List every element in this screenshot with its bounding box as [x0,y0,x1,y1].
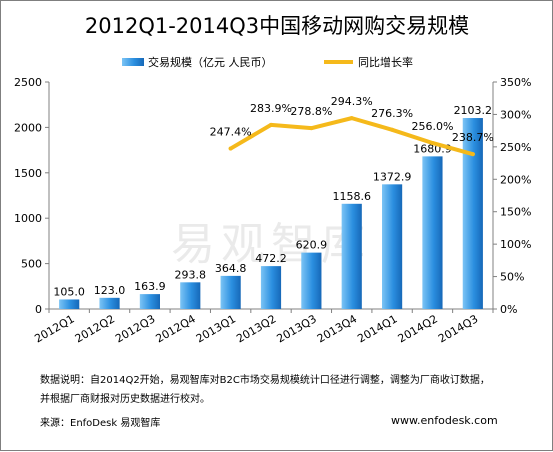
x-tick-label: 2013Q2 [234,312,278,345]
growth-line-point [309,126,314,131]
growth-line-point [349,116,354,121]
bar-value-label: 1372.9 [373,170,412,183]
bar-value-label: 620.9 [296,239,328,252]
bar [180,282,201,309]
right-tick-label: 300% [500,108,531,121]
legend-bar-swatch [122,58,144,66]
bar [422,156,443,309]
bar-value-label: 293.8 [175,268,207,281]
growth-line-label: 238.7% [452,131,494,144]
growth-line-label: 247.4% [210,126,252,139]
x-tick-label: 2012Q4 [153,312,197,345]
growth-line-label: 276.3% [371,107,413,120]
bar [462,118,483,309]
bar [341,203,362,309]
bar-value-label: 2103.2 [454,104,493,117]
growth-line-point [390,127,395,132]
bar-value-label: 1158.6 [332,190,371,203]
growth-line-label: 283.9% [250,102,292,115]
left-tick-label: 2000 [14,121,42,134]
bar-value-label: 123.0 [94,284,126,297]
right-tick-label: 100% [500,238,531,251]
watermark: 易观智库 [171,219,371,270]
growth-line-point [228,146,233,151]
right-tick-label: 350% [500,76,531,89]
growth-line: 247.4% 283.9%278.8%294.3%276.3%256.0%238.… [210,95,494,157]
bar-value-label: 105.0 [53,285,85,298]
bar-value-label: 163.9 [134,280,166,293]
growth-line-label: 278.8% [290,105,332,118]
left-tick-label: 2500 [14,76,42,89]
bar [382,184,403,309]
x-tick-label: 2012Q2 [73,312,117,345]
bar [301,252,322,309]
bar [99,297,120,309]
left-tick-label: 1500 [14,167,42,180]
x-tick-label: 2012Q1 [32,312,76,345]
x-tick-label: 2013Q3 [275,312,319,345]
left-tick-label: 1000 [14,212,42,225]
bar [59,299,80,309]
right-tick-label: 150% [500,206,531,219]
x-tick-label: 2014Q3 [436,312,480,345]
bars: 105.0 123.0 163.9 293.8 364.8 472.2 620.9 1158.… [53,104,492,309]
legend-line-label: 同比增长率 [358,55,413,69]
right-tick-label: 50% [500,271,524,284]
x-tick-label: 2013Q1 [194,312,238,345]
growth-line-label: 294.3% [331,95,373,108]
right-tick-label: 250% [500,141,531,154]
x-tick-label: 2014Q2 [396,312,440,345]
left-tick-label: 500 [21,258,42,271]
x-tick-label: 2012Q3 [113,312,157,345]
growth-line-label: 256.0% [411,120,453,133]
right-tick-label: 200% [500,173,531,186]
source-note: 来源：EnfoDesk 易观智库 [40,418,161,429]
growth-line-point [269,122,273,127]
bar [139,294,160,309]
site-url: www.enfodesk.com [391,414,498,427]
x-tick-label: 2013Q4 [315,312,359,345]
left-tick-label: 0 [35,303,42,316]
bar [260,266,282,309]
data-note-line1: 数据说明：自2014Q2开始，易观智库对B2C市场交易规模统计口径进行调整，调整… [40,375,490,386]
bar [220,275,241,309]
right-tick-label: 0% [500,303,517,316]
legend-bar-label: 交易规模（亿元 人民币） [148,55,273,69]
bar-value-label: 364.8 [215,262,247,275]
growth-line-point [430,140,435,145]
data-note-line2: 并根据厂商财报对历史数据进行校对。 [40,394,210,405]
chart-title: 2012Q1-2014Q3中国移动网购交易规模 [85,14,469,38]
growth-line-point [470,152,475,157]
x-tick-label: 2014Q1 [355,312,399,345]
bar-value-label: 472.2 [255,252,287,265]
legend-line-swatch [324,60,353,64]
